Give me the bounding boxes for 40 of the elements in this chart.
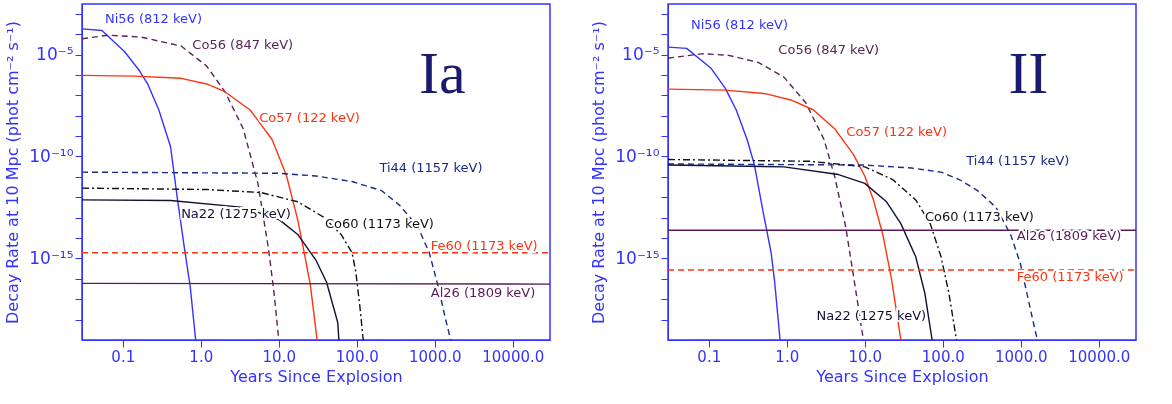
x-tick-label: 10000.0 (1068, 347, 1131, 366)
y-tick-label: 10⁻¹⁰ (615, 145, 660, 166)
x-tick-label: 1.0 (189, 347, 214, 366)
y-tick-label: 10⁻⁵ (36, 44, 74, 65)
text: Ia (419, 39, 466, 106)
x-tick-label: 10.0 (262, 347, 296, 366)
series-label: Na22 (1275 keV) (816, 308, 927, 324)
x-tick-label: 100.0 (335, 347, 379, 366)
x-tick-label: 0.1 (697, 347, 722, 366)
series-label: Ti44 (1157 keV) (378, 159, 483, 175)
series-label: Fe60 (1173 keV) (1016, 268, 1124, 284)
series-label: Fe60 (1173 keV) (430, 238, 538, 254)
x-tick-label: 10.0 (848, 347, 882, 366)
y-tick-label: 10⁻¹⁵ (29, 247, 74, 268)
x-tick-label: 1.0 (775, 347, 800, 366)
series-label: Co57 (122 keV) (846, 124, 948, 140)
series-label: Al26 (1809 keV) (430, 284, 536, 300)
x-tick-label: 100.0 (921, 347, 965, 366)
legend-label: Ni56 (812 keV) (104, 10, 202, 26)
series-label: Ti44 (1157 keV) (965, 152, 1070, 168)
series-label: Co60 (1173 keV) (324, 216, 434, 232)
series-label: Co56 (847 keV) (192, 36, 294, 52)
x-axis-title: Years Since Explosion (815, 366, 989, 386)
series-label: Co56 (847 keV) (778, 41, 880, 57)
x-tick-label: 1000.0 (409, 347, 462, 366)
y-axis-title: Decay Rate at 10 Mpc (phot cm⁻² s⁻¹) (589, 21, 609, 324)
text: II (1008, 39, 1049, 106)
series-label: Ni56 (812 keV) (690, 17, 788, 32)
y-axis-title: Decay Rate at 10 Mpc (phot cm⁻² s⁻¹) (3, 21, 23, 324)
y-tick-label: 10⁻¹⁰ (29, 145, 74, 166)
series-label: Al26 (1809 keV) (1016, 228, 1122, 244)
x-tick-label: 0.1 (111, 347, 136, 366)
x-axis-title: Years Since Explosion (229, 366, 403, 386)
series-label: Co60 (1173 keV) (924, 208, 1034, 224)
y-tick-label: 10⁻⁵ (622, 44, 660, 65)
x-tick-label: 1000.0 (995, 347, 1048, 366)
x-tick-label: 10000.0 (482, 347, 545, 366)
y-tick-label: 10⁻¹⁵ (615, 247, 660, 268)
series-label: Na22 (1275 keV) (181, 206, 291, 222)
series-label: Co57 (122 keV) (259, 109, 360, 125)
